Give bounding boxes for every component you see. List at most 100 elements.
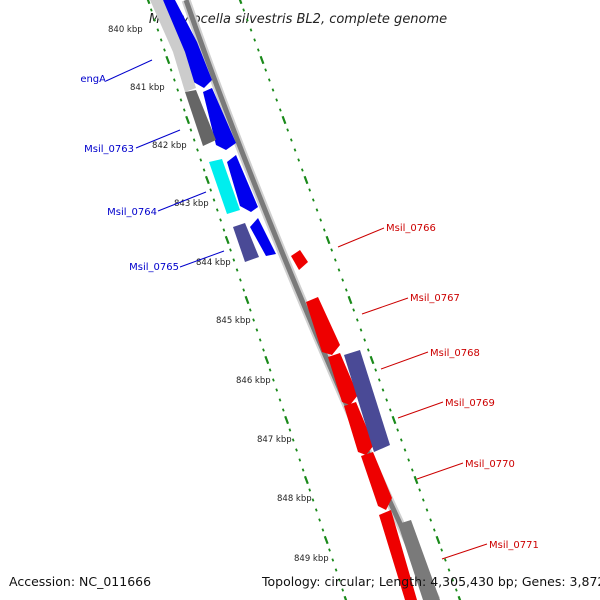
guide-tick-inner (159, 38, 163, 42)
gene-block-engA-a[interactable] (163, 0, 212, 88)
guide-tick-outer (407, 458, 411, 462)
guide-tick-inner (239, 278, 242, 282)
gene-label-msil0768[interactable]: Msil_0768 (430, 348, 480, 359)
guide-tick-inner (334, 568, 338, 572)
guide-tick-inner (222, 228, 226, 232)
scale-label: 848 kbp (277, 494, 312, 504)
guide-tick-inner (209, 188, 213, 192)
guide-tick-inner (169, 68, 173, 72)
guide-tick-inner (303, 475, 309, 485)
guide-tick-inner (235, 268, 239, 272)
guide-tick-outer (435, 535, 441, 545)
guide-tick-inner (202, 168, 206, 172)
guide-tick-outer (388, 408, 392, 412)
guide-tick-outer (337, 268, 341, 272)
guide-tick-inner (281, 408, 285, 412)
guide-tick-outer (253, 38, 257, 42)
guide-tick-inner (264, 355, 270, 365)
gene-label-msil0767[interactable]: Msil_0767 (410, 293, 460, 304)
guide-tick-inner (192, 138, 196, 142)
guide-tick-inner (215, 208, 219, 212)
guide-tick-outer (242, 8, 246, 12)
guide-tick-inner (314, 508, 318, 512)
guide-tick-outer (341, 278, 345, 282)
gene-label-msil0766[interactable]: Msil_0766 (386, 223, 436, 234)
guide-tick-inner (165, 55, 171, 65)
guide-tick-inner (291, 438, 295, 442)
guide-tick-outer (297, 158, 301, 162)
gene-block-purple-1[interactable] (233, 223, 259, 262)
left-gene-labels: engA Msil_0763 Msil_0764 Msil_0765 (80, 59, 225, 273)
guide-tick-outer (363, 338, 367, 342)
guide-tick-outer (381, 388, 385, 392)
guide-tick-inner (182, 108, 186, 112)
guide-tick-outer (369, 355, 375, 365)
guide-tick-outer (303, 175, 309, 185)
gene-block-grey-1[interactable] (150, 0, 196, 92)
gene-block-msil0765[interactable] (250, 218, 276, 256)
gene-block-msil0764[interactable] (227, 155, 258, 212)
guide-tick-outer (322, 228, 326, 232)
guide-tick-inner (185, 115, 191, 125)
scale-label: 840 kbp (108, 25, 143, 35)
gene-block-msil0766[interactable] (291, 250, 308, 270)
guide-tick-inner (149, 8, 153, 12)
guide-tick-outer (238, 0, 243, 5)
gene-block-msil0771[interactable] (379, 510, 417, 600)
guide-tick-inner (189, 128, 193, 132)
guide-tick-inner (242, 288, 246, 292)
guide-tick-outer (413, 475, 419, 485)
gene-features (150, 0, 440, 600)
guide-tick-outer (308, 188, 312, 192)
guide-tick-outer (293, 148, 297, 152)
gene-block-msil0768[interactable] (328, 353, 358, 405)
guide-tick-outer (410, 468, 414, 472)
guide-tick-outer (359, 328, 363, 332)
gene-label-msil0771[interactable]: Msil_0771 (489, 540, 539, 551)
guide-tick-outer (311, 198, 315, 202)
guide-tick-outer (385, 398, 389, 402)
scale-label: 843 kbp (174, 199, 209, 209)
gene-block-grey-3[interactable] (398, 520, 440, 600)
guide-tick-outer (457, 595, 462, 600)
guide-tick-inner (272, 378, 275, 382)
gene-label-msil0769[interactable]: Msil_0769 (445, 398, 495, 409)
gene-block-msil0767[interactable] (306, 297, 340, 355)
guide-tick-outer (440, 548, 444, 552)
guide-tick-inner (219, 218, 222, 222)
accession-text: Accession: NC_011666 (9, 574, 152, 589)
guide-tick-outer (418, 488, 422, 492)
guide-tick-outer (454, 588, 458, 592)
guide-tick-inner (284, 415, 290, 425)
guide-tick-outer (267, 78, 271, 82)
guide-tick-outer (366, 348, 370, 352)
gene-block-cyan[interactable] (209, 159, 240, 214)
gene-block-purple-2[interactable] (344, 350, 390, 452)
guide-tick-inner (323, 535, 329, 545)
guide-tick-inner (224, 235, 230, 245)
gene-label-msil0764[interactable]: Msil_0764 (107, 207, 157, 218)
gene-label-msil0763[interactable]: Msil_0763 (84, 144, 134, 155)
guide-tick-inner (199, 158, 203, 162)
guide-tick-outer (278, 108, 282, 112)
gene-block-msil0769[interactable] (344, 402, 374, 455)
guide-tick-outer (315, 208, 319, 212)
guide-tick-inner (232, 258, 236, 262)
gene-block-grey-2[interactable] (185, 90, 216, 146)
gene-label-engA[interactable]: engA (80, 74, 106, 85)
gene-block-msil0770[interactable] (361, 452, 392, 510)
scale-labels: 840 kbp 841 kbp 842 kbp 843 kbp 844 kbp … (108, 25, 329, 564)
gene-block-engA-b[interactable] (203, 88, 236, 150)
guide-tracks (146, 0, 462, 600)
guide-tick-outer (451, 578, 455, 582)
scale-label: 842 kbp (152, 141, 187, 151)
guide-tick-inner (163, 48, 166, 52)
right-gene-labels: Msil_0766 Msil_0767 Msil_0768 Msil_0769 … (337, 223, 539, 560)
guide-tick-outer (391, 415, 397, 425)
guide-tick-inner (153, 18, 156, 22)
guide-tick-inner (173, 78, 176, 82)
gene-label-msil0770[interactable]: Msil_0770 (465, 459, 515, 470)
guide-tick-outer (425, 508, 429, 512)
scale-label: 847 kbp (257, 435, 292, 445)
gene-label-msil0765[interactable]: Msil_0765 (129, 262, 179, 273)
